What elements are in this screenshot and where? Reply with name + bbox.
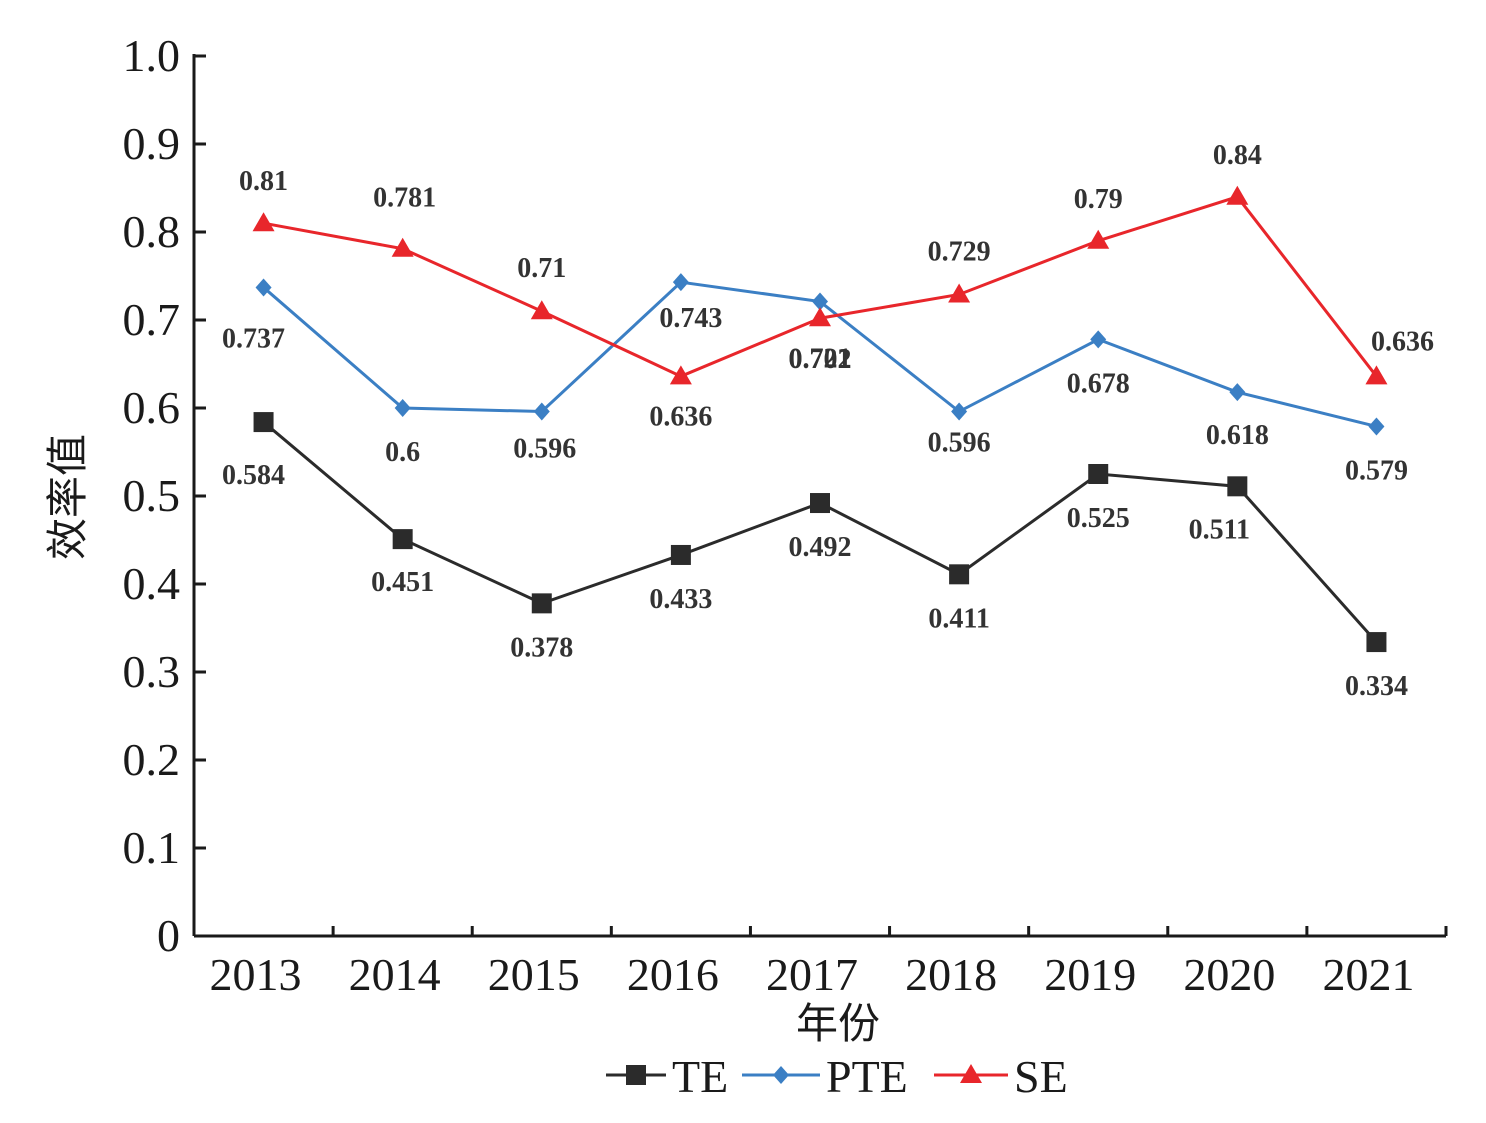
data-label-pte: 0.596 xyxy=(928,428,991,459)
legend: TE PTE SE xyxy=(606,1051,1068,1102)
y-tick-label: 0.1 xyxy=(123,822,181,873)
data-label-se: 0.702 xyxy=(789,344,852,375)
data-point-se xyxy=(809,307,831,327)
y-axis-ticks: 0 0.1 0.2 0.3 0.4 0.5 0.6 0.7 0.8 0.9 1.0 xyxy=(123,30,206,961)
data-point-te xyxy=(392,529,413,550)
y-tick-label: 1.0 xyxy=(123,30,181,81)
data-point-se xyxy=(1226,185,1249,205)
data-label-te: 0.451 xyxy=(371,567,434,598)
data-point-pte xyxy=(255,278,272,297)
data-point-pte xyxy=(533,402,550,421)
y-tick-label: 0.6 xyxy=(123,382,181,433)
data-label-se: 0.81 xyxy=(239,166,288,197)
data-label-te: 0.511 xyxy=(1189,514,1250,545)
data-point-se xyxy=(1087,229,1110,249)
data-label-se: 0.636 xyxy=(1371,326,1434,357)
x-tick-label: 2018 xyxy=(905,949,997,1000)
x-axis-ticks: 2013 2014 2015 2016 2017 2018 2019 2020 2021 xyxy=(192,926,1448,1000)
x-tick-label: 2013 xyxy=(210,949,302,1000)
data-point-te xyxy=(810,493,830,514)
data-label-se: 0.781 xyxy=(373,183,436,214)
data-label-pte: 0.596 xyxy=(513,434,576,465)
y-tick-label: 0.5 xyxy=(123,470,181,521)
y-axis-title: 效率值 xyxy=(43,434,92,560)
x-tick-label: 2015 xyxy=(488,949,580,1000)
data-point-te xyxy=(670,544,691,565)
data-label-se: 0.636 xyxy=(649,401,712,432)
y-tick-label: 0.8 xyxy=(123,206,181,257)
legend-marker-se xyxy=(960,1064,982,1083)
data-label-se: 0.79 xyxy=(1074,184,1123,215)
x-tick-label: 2014 xyxy=(349,949,441,1000)
data-point-pte xyxy=(812,292,828,311)
y-tick-label: 0.7 xyxy=(123,294,181,345)
data-point-pte xyxy=(1090,330,1107,349)
y-tick-label: 0.3 xyxy=(123,646,181,697)
data-label-te: 0.492 xyxy=(789,532,852,563)
y-tick-label: 0.4 xyxy=(123,558,181,609)
data-point-se xyxy=(391,237,414,257)
data-label-pte: 0.743 xyxy=(659,303,722,334)
data-point-pte xyxy=(672,273,689,292)
data-point-te xyxy=(1366,632,1387,653)
data-label-se: 0.84 xyxy=(1213,140,1262,171)
series-markers xyxy=(252,185,1388,653)
x-tick-label: 2019 xyxy=(1044,949,1136,1000)
data-label-te: 0.378 xyxy=(510,632,573,663)
x-axis-title: 年份 xyxy=(796,999,880,1048)
data-label-pte: 0.618 xyxy=(1206,420,1269,451)
data-point-se xyxy=(1365,365,1388,385)
data-label-pte: 0.678 xyxy=(1067,368,1130,399)
x-tick-label: 2017 xyxy=(766,949,858,1000)
data-label-se: 0.729 xyxy=(928,236,991,267)
x-tick-label: 2020 xyxy=(1183,949,1275,1000)
data-label-te: 0.334 xyxy=(1345,671,1408,702)
legend-label-te: TE xyxy=(672,1051,728,1102)
legend-marker-te xyxy=(626,1065,646,1085)
data-point-te xyxy=(1088,464,1109,484)
data-label-pte: 0.737 xyxy=(222,323,285,354)
x-tick-label: 2016 xyxy=(627,949,719,1000)
y-tick-label: 0.2 xyxy=(123,734,181,785)
data-point-te xyxy=(531,593,552,614)
data-label-te: 0.525 xyxy=(1067,503,1130,534)
legend-label-se: SE xyxy=(1014,1051,1068,1102)
data-point-te xyxy=(253,412,274,433)
data-label-te: 0.411 xyxy=(928,603,989,634)
data-point-pte xyxy=(1229,383,1246,402)
data-point-se xyxy=(948,283,971,303)
legend-marker-pte xyxy=(773,1066,789,1084)
data-point-te xyxy=(1227,476,1248,497)
data-point-pte xyxy=(1368,417,1385,436)
data-label-pte: 0.6 xyxy=(385,437,420,468)
data-label-te: 0.433 xyxy=(649,584,712,615)
data-label-pte: 0.721 xyxy=(789,344,852,375)
data-point-se xyxy=(252,212,275,232)
data-label-te: 0.584 xyxy=(222,460,285,491)
y-tick-label: 0 xyxy=(157,910,180,961)
legend-label-pte: PTE xyxy=(826,1051,908,1102)
data-label-pte: 0.579 xyxy=(1345,455,1408,486)
x-tick-label: 2021 xyxy=(1322,949,1414,1000)
data-labels: 0.584 0.451 0.378 0.433 0.492 0.411 0.525 0.511… xyxy=(222,140,1434,702)
data-point-se xyxy=(669,365,692,385)
data-point-pte xyxy=(951,402,968,421)
data-label-se: 0.71 xyxy=(517,253,566,284)
data-point-pte xyxy=(394,399,411,417)
y-tick-label: 0.9 xyxy=(123,118,181,169)
data-point-te xyxy=(949,564,970,585)
data-point-se xyxy=(530,300,553,320)
